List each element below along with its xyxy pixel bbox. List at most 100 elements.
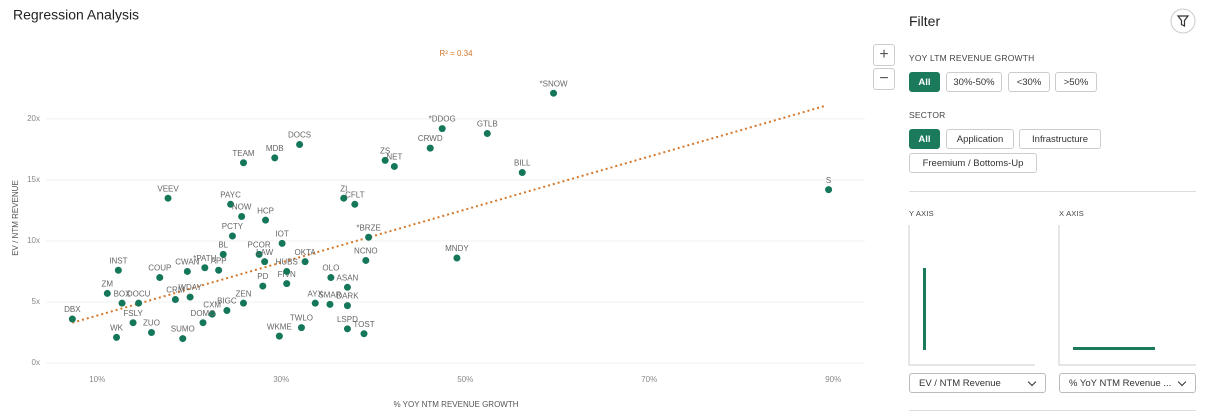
point-label: ASAN [337,273,359,282]
point [179,335,187,343]
filter-icon-ring [1170,8,1196,34]
point [186,293,194,301]
point [103,289,111,297]
y-tick-label: 5x [32,297,40,306]
point [297,324,305,332]
point-label: NOW [232,203,252,212]
filter-option[interactable]: All [909,72,940,92]
preview-frame [908,225,1035,366]
point-label: DOCS [288,131,311,140]
point [118,299,126,307]
point [301,258,309,266]
trendline [72,104,828,324]
point-label: TWLO [290,314,313,323]
point-label: MNDY [445,244,469,253]
point-label: OLO [322,264,339,273]
point [343,302,351,310]
x-tick-label: 30% [273,375,289,384]
preview-bar [1073,347,1155,350]
filter-option[interactable]: Freemium / Bottoms-Up [909,153,1037,173]
filter-option[interactable]: 30%-50% [946,72,1002,92]
point [340,194,348,202]
point-label: WDAY [178,283,202,292]
point [426,144,434,152]
r2-annotation: R² = 0.34 [439,49,473,58]
point-label: ZS [380,146,390,155]
point-label: DARK [336,292,359,301]
point [365,233,373,241]
point [239,159,247,167]
point-label: ZEN [235,289,251,298]
y-tick-label: 15x [27,175,40,184]
filter-option[interactable]: <30% [1008,72,1050,92]
point-label: BOX [114,289,132,298]
point [171,296,179,304]
group-label: SECTOR [909,110,946,120]
point [147,328,155,336]
point [483,129,491,137]
point-label: INST [109,256,127,265]
filter-option[interactable]: Infrastructure [1019,129,1101,149]
point [381,156,389,164]
point [201,264,209,272]
point [518,169,526,177]
point-label: ZI [340,184,347,193]
point [255,250,263,258]
point-label: WKME [267,322,292,331]
point [326,300,334,308]
point-label: CRM [166,286,185,295]
point-label: MDB [266,144,284,153]
point [390,162,398,170]
point [283,267,291,275]
x-tick-label: 70% [641,375,657,384]
point-label: *BRZE [356,223,380,232]
point-label: NET [386,153,402,162]
point [275,332,283,340]
point-label: ZM [102,280,114,289]
point-label: S [826,176,831,185]
x-axis-select[interactable]: % YoY NTM Revenue ... [1059,373,1196,393]
point [296,140,304,148]
divider [909,191,1196,192]
point-label: TEAM [232,149,255,158]
y-tick-label: 0x [32,358,40,367]
point-label: IOT [275,229,288,238]
x-tick-label: 10% [89,375,105,384]
point [550,89,558,97]
point-label: VEEV [157,184,179,193]
filter-title: Filter [909,13,941,29]
point-label: *SNOW [540,79,568,88]
point [343,325,351,333]
point [227,200,235,208]
zoom-out[interactable]: − [873,68,895,90]
point-label: CXM [203,300,221,309]
y-tick-label: 10x [27,236,40,245]
point [113,333,121,341]
filter-icon[interactable] [1170,8,1196,34]
point [278,239,286,247]
point [453,254,461,262]
filter-option[interactable]: >50% [1055,72,1097,92]
point-label: DBX [64,305,81,314]
preview-bar [923,268,926,350]
y-axis-select[interactable]: EV / NTM Revenue [909,373,1046,393]
point-label: CWAN [175,258,199,267]
divider [909,410,1196,411]
filter-option[interactable]: Application [946,129,1014,149]
point-label: HCP [257,206,274,215]
point-label: ZUO [143,319,160,328]
point [825,186,833,194]
filter-option[interactable]: All [909,129,940,149]
point-label: GTLB [477,120,498,129]
point [327,274,335,282]
point [311,299,319,307]
chart: Regression Analysis R² = 0.34 % YOY NTM … [11,7,865,409]
point-label: SUMO [171,325,195,334]
point-label: OKTA [295,248,317,257]
point [239,299,247,307]
zoom-in[interactable]: + [873,44,895,66]
point [183,267,191,275]
point-label: HUBS [276,258,298,267]
point [438,125,446,133]
